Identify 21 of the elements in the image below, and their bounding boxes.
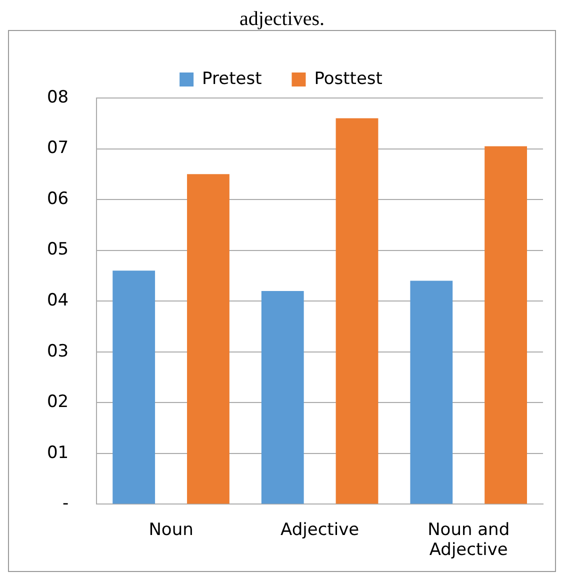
legend-label: Posttest (314, 68, 383, 89)
y-tick-label: - (62, 494, 69, 514)
y-tick-label: 02 (46, 392, 69, 412)
y-tick-label: 06 (46, 188, 69, 209)
bar (261, 290, 304, 504)
bar (187, 174, 230, 504)
y-tick-label: 08 (46, 87, 69, 108)
y-tick-label: 03 (46, 341, 69, 362)
y-tick-label: 01 (46, 442, 69, 463)
y-tick-label: 04 (46, 290, 69, 311)
y-tick-label: 05 (46, 240, 69, 260)
x-tick-label: Noun and Adjective (428, 520, 510, 560)
bar (112, 270, 156, 504)
x-tick-label: Adjective (280, 520, 360, 540)
y-tick-label: 07 (46, 138, 69, 158)
x-tick-label: Noun (148, 520, 194, 540)
legend-label: Pretest (202, 68, 262, 89)
bar (484, 146, 528, 504)
bar (336, 118, 378, 504)
bar (410, 280, 453, 504)
chart-title: adjectives. (238, 8, 326, 30)
